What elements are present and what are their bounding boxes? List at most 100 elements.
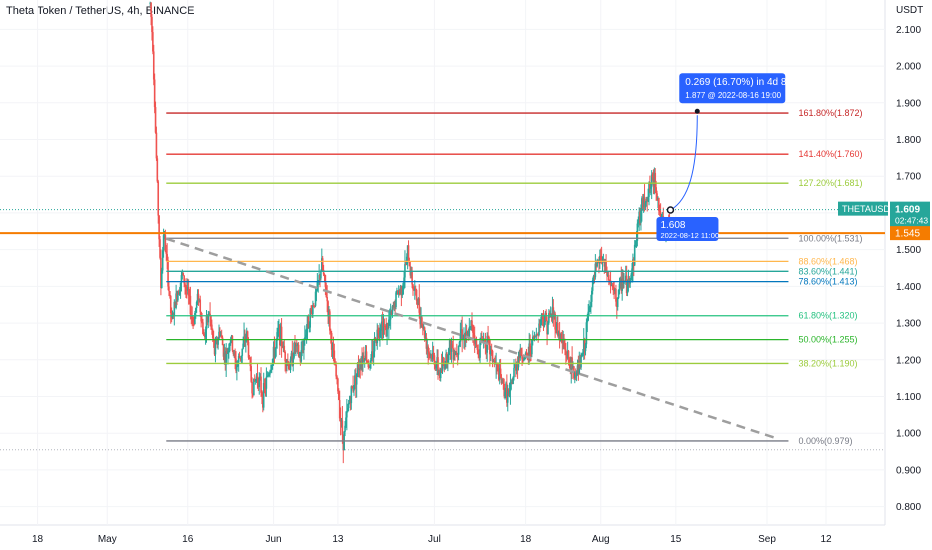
candle-body — [596, 262, 598, 267]
candle-body — [637, 222, 640, 224]
candle-body — [209, 313, 211, 317]
candle-body — [610, 284, 613, 286]
candle-body — [447, 348, 450, 361]
candle-body — [247, 341, 250, 358]
candle-body — [458, 341, 461, 346]
candle-body — [213, 340, 216, 355]
candle-body — [380, 321, 383, 329]
candle-body — [171, 315, 174, 318]
candle-body — [160, 257, 162, 288]
candle-body — [492, 360, 495, 362]
candle-body — [397, 290, 400, 295]
candle-body — [215, 339, 218, 344]
candle-body — [405, 264, 407, 266]
candle-body — [250, 366, 252, 382]
candle-body — [226, 350, 228, 354]
candle-body — [423, 327, 426, 338]
candle-body — [234, 353, 236, 359]
candle-body — [575, 375, 578, 377]
candle-body — [292, 357, 295, 366]
candle-body — [297, 344, 300, 356]
candle-body — [572, 366, 574, 368]
candle-body — [206, 315, 209, 323]
candle-body — [366, 360, 369, 362]
candle-body — [424, 337, 427, 339]
x-tick-label: Jul — [428, 534, 441, 545]
candle-body — [303, 339, 305, 351]
candle-body — [559, 333, 562, 340]
candle-body — [274, 347, 277, 358]
candle-body — [651, 174, 654, 178]
price-axis[interactable]: USDT2.1002.0001.9001.8001.7001.6001.5001… — [896, 5, 923, 513]
candle-body — [495, 363, 497, 365]
candle-body — [365, 351, 368, 361]
y-tick-label: 2.100 — [896, 25, 921, 36]
candle-body — [214, 343, 217, 355]
candle-body — [592, 276, 595, 280]
candle-body — [468, 327, 471, 339]
candle-body — [477, 349, 480, 355]
candle-body — [497, 365, 499, 369]
fib-level-label: 38.20%(1.190) — [798, 358, 857, 368]
candle-body — [548, 313, 550, 323]
candle-body — [236, 365, 238, 371]
candle-body — [219, 331, 221, 336]
candle-body — [645, 198, 648, 203]
candle-body — [396, 290, 398, 293]
candle-body — [517, 357, 520, 368]
candle-body — [611, 284, 614, 286]
candle-body — [603, 259, 606, 267]
candle-body — [475, 339, 478, 348]
candle-body — [658, 210, 661, 213]
candle-body — [193, 324, 195, 326]
candle-body — [538, 323, 540, 336]
point-callout-box — [656, 217, 719, 241]
candle-body — [565, 349, 567, 355]
candle-body — [606, 272, 608, 276]
candle-body — [512, 377, 514, 385]
candle-body — [235, 358, 237, 371]
candle-body — [604, 260, 606, 267]
candle-body — [594, 263, 597, 278]
candle-body — [314, 291, 317, 306]
symbol-tag — [838, 201, 888, 216]
candle-body — [258, 377, 261, 388]
candle-body — [347, 403, 350, 408]
candle-body — [199, 299, 202, 313]
candle-body — [295, 343, 298, 346]
candle-body — [166, 254, 168, 261]
candle-body — [472, 326, 474, 333]
candle-body — [461, 329, 463, 340]
candle-body — [154, 107, 157, 133]
candle-body — [186, 287, 189, 291]
candle-body — [252, 393, 254, 396]
y-tick-label: 1.200 — [896, 355, 921, 366]
candle-body — [262, 396, 264, 408]
candle-body — [161, 250, 164, 271]
candle-body — [489, 340, 491, 355]
candle-body — [561, 339, 564, 342]
candle-body — [155, 132, 158, 159]
candle-body — [499, 368, 502, 378]
candle-body — [653, 172, 656, 186]
x-tick-label: May — [98, 534, 117, 545]
candle-body — [338, 391, 340, 401]
candle-body — [310, 309, 312, 311]
candle-body — [498, 368, 501, 380]
candle-body — [280, 326, 283, 346]
candle-body — [208, 313, 210, 315]
candle-body — [421, 317, 423, 326]
candle-body — [363, 359, 366, 361]
candle-body — [413, 289, 415, 291]
candle-body — [430, 354, 433, 360]
time-axis[interactable]: 18 May 16 Jun 13 Jul 18 Aug 15 Sep 12 — [32, 534, 832, 545]
candle-body — [514, 365, 516, 368]
candle-body — [277, 330, 279, 333]
candle-body — [493, 360, 496, 362]
candle-body — [599, 255, 602, 260]
candle-body — [641, 198, 643, 211]
candle-body — [157, 181, 160, 216]
candle-body — [344, 425, 346, 432]
x-tick-label: Jun — [265, 534, 281, 545]
